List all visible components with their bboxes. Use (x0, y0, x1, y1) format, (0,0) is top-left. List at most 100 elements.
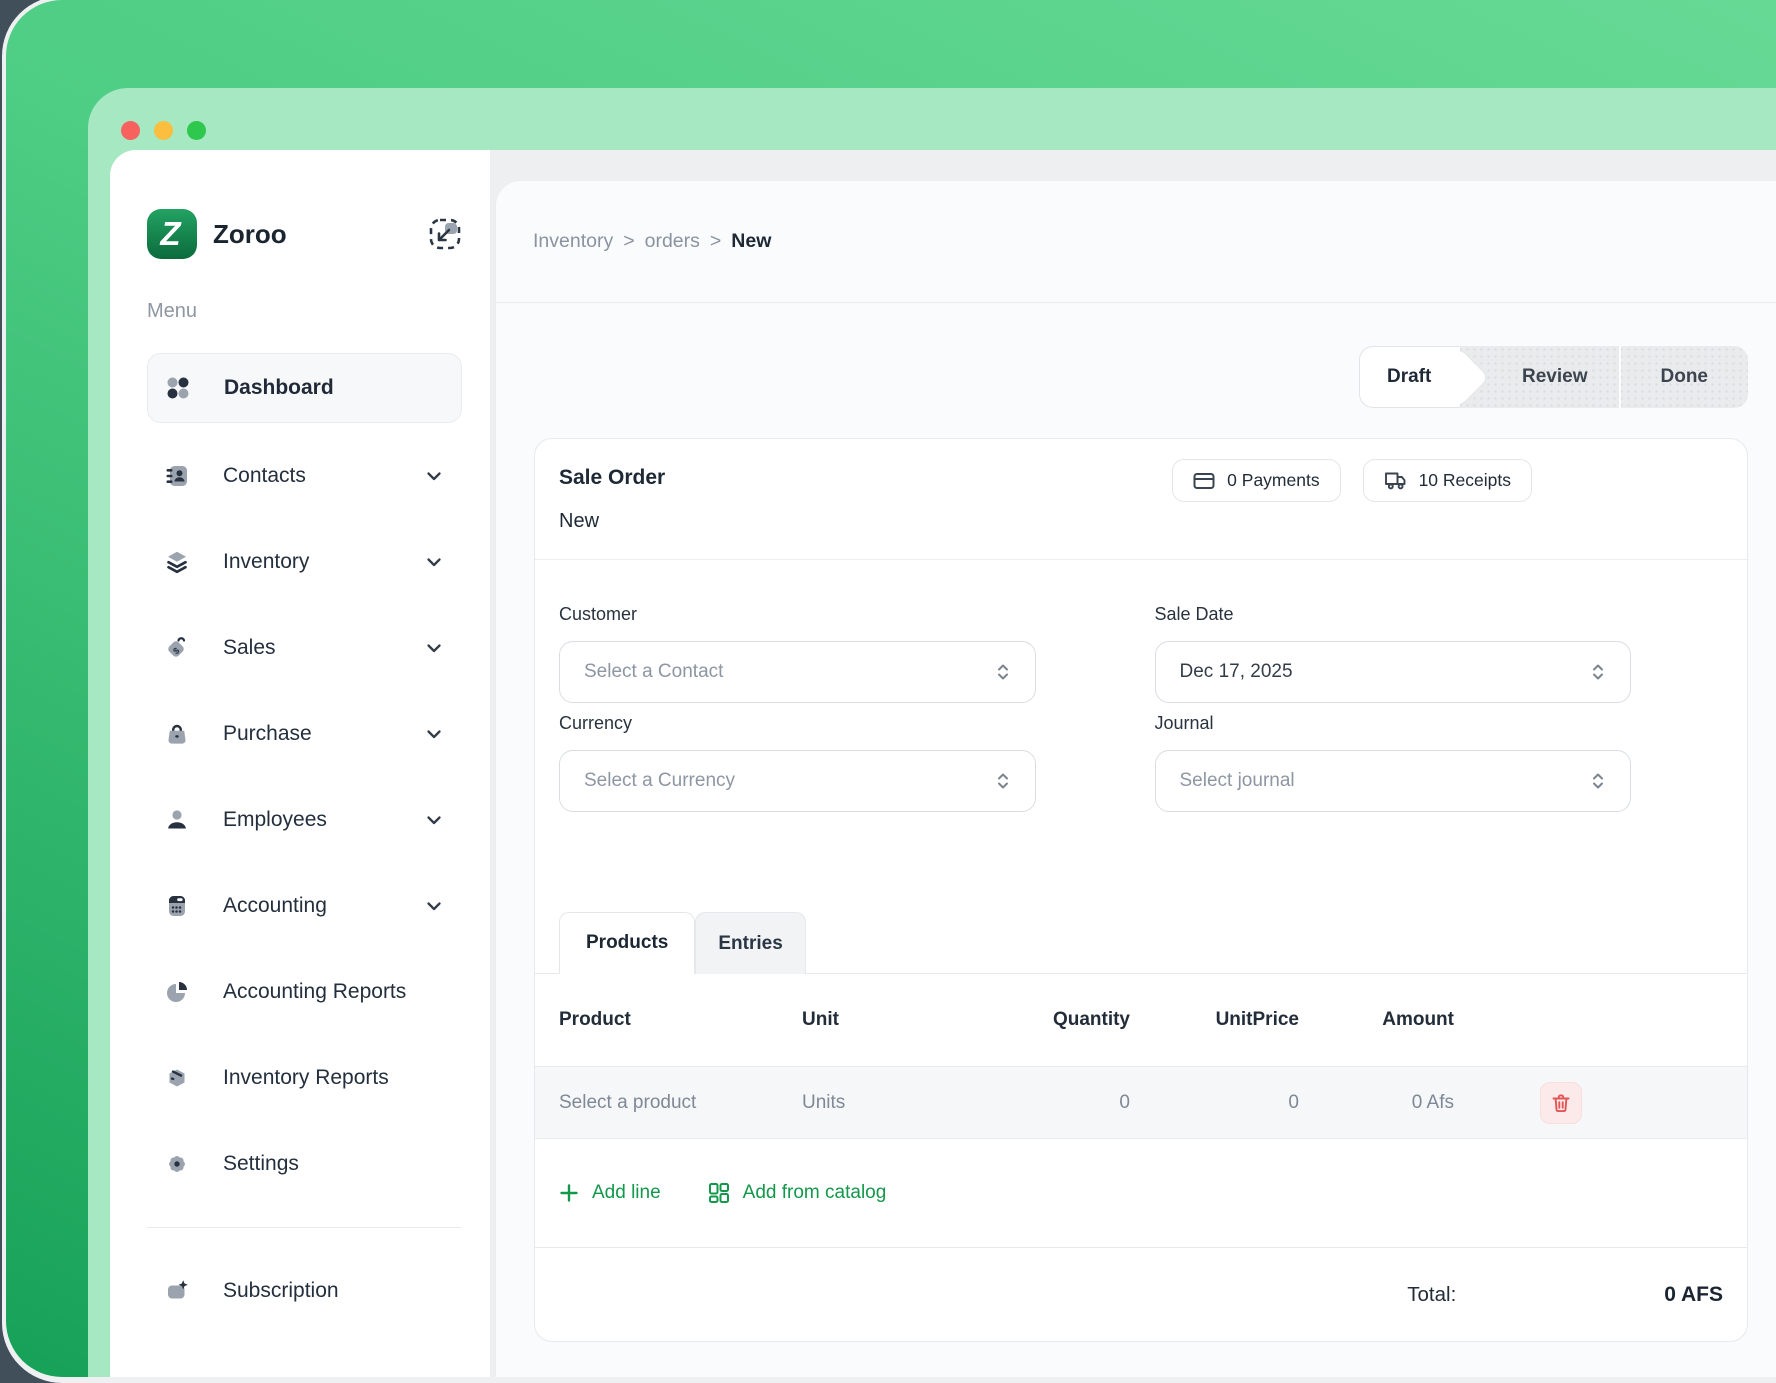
sidebar-item-label: Employees (223, 808, 327, 831)
collapse-sidebar-icon[interactable] (428, 217, 462, 251)
chevron-down-icon (424, 466, 444, 486)
customer-placeholder: Select a Contact (584, 661, 724, 682)
amount-cell: 0 Afs (1411, 1091, 1454, 1113)
contacts-book-icon (165, 464, 189, 488)
sidebar-item-subscription[interactable]: Subscription (147, 1262, 462, 1320)
sidebar-item-dashboard[interactable]: Dashboard (147, 353, 462, 423)
sidebar-item-inventory[interactable]: Inventory (147, 533, 462, 591)
sidebar-item-label: Inventory (223, 550, 310, 573)
receipts-button-label: 10 Receipts (1418, 470, 1511, 490)
brand-row: Z Zoroo (147, 208, 462, 260)
breadcrumb-bar: Inventory > orders > New (496, 181, 1776, 303)
step-review[interactable]: Review (1522, 366, 1588, 387)
sidebar-item-employees[interactable]: Employees (147, 791, 462, 849)
unit-cell[interactable]: Units (802, 1091, 846, 1113)
journal-select[interactable]: Select journal (1154, 750, 1631, 812)
pie-chart-icon (165, 980, 189, 1004)
add-from-catalog-label: Add from catalog (742, 1182, 887, 1203)
subscription-card-icon (165, 1279, 189, 1303)
payments-button[interactable]: 0 Payments (1172, 459, 1341, 502)
chevron-down-icon (424, 896, 444, 916)
quantity-cell[interactable]: 0 (1119, 1091, 1130, 1113)
lines-tabs: Products Entries (535, 912, 1747, 974)
product-select-cell[interactable]: Select a product (559, 1091, 697, 1113)
status-stepper: Draft Review Done (1359, 346, 1748, 408)
chevron-up-down-icon (991, 660, 1015, 684)
chevron-down-icon (424, 552, 444, 572)
stepper-row: Draft Review Done (534, 346, 1748, 408)
chevron-up-down-icon (1586, 769, 1610, 793)
chevron-down-icon (424, 810, 444, 830)
sale-order-card: Sale Order New (534, 438, 1748, 1342)
payments-button-label: 0 Payments (1227, 470, 1320, 490)
breadcrumb-item-inventory[interactable]: Inventory (533, 230, 614, 252)
dashboard-grid-icon (166, 376, 190, 400)
menu-section-label: Menu (147, 300, 198, 322)
credit-card-icon (1193, 470, 1215, 492)
sidebar-item-sales[interactable]: $ Sales (147, 619, 462, 677)
journal-placeholder: Select journal (1179, 770, 1295, 791)
delete-line-button[interactable] (1540, 1081, 1582, 1124)
sidebar-item-label: Settings (223, 1152, 299, 1175)
unitprice-cell[interactable]: 0 (1288, 1091, 1299, 1113)
step-draft[interactable]: Draft (1359, 346, 1460, 408)
maximize-window-button[interactable] (187, 121, 206, 140)
main-area: Inventory > orders > New Draft Review (490, 150, 1776, 1377)
sidebar-nav: Dashboard Contacts (147, 353, 462, 1320)
col-quantity: Quantity (1052, 1009, 1130, 1030)
sale-date-value: Dec 17, 2025 (1179, 661, 1293, 682)
truck-icon (1384, 469, 1407, 492)
chevron-up-down-icon (991, 769, 1015, 793)
chevron-up-down-icon (1586, 660, 1610, 684)
sidebar-item-accounting[interactable]: Accounting (147, 877, 462, 935)
journal-field-group: Journal Select journal (1154, 713, 1631, 812)
step-done[interactable]: Done (1618, 346, 1749, 408)
person-icon (165, 808, 189, 832)
breadcrumb-item-orders[interactable]: orders (644, 230, 700, 252)
sidebar-divider (147, 1227, 462, 1228)
col-unit: Unit (802, 1009, 839, 1030)
sidebar-item-purchase[interactable]: Purchase (147, 705, 462, 763)
sidebar-item-inventory-reports[interactable]: Inventory Reports (147, 1049, 462, 1107)
sidebar-item-label: Subscription (223, 1279, 339, 1302)
catalog-grid-icon (708, 1182, 730, 1204)
sidebar-item-accounting-reports[interactable]: Accounting Reports (147, 963, 462, 1021)
tab-products[interactable]: Products (559, 912, 696, 974)
app-window: Z Zoroo Menu (110, 150, 1776, 1377)
sidebar-item-contacts[interactable]: Contacts (147, 447, 462, 505)
sale-date-label: Sale Date (1154, 604, 1234, 624)
stepper-rest: Review Done (1491, 346, 1748, 408)
tab-entries[interactable]: Entries (695, 912, 806, 974)
order-form: Customer Select a Contact Sale Date (535, 560, 1747, 812)
breadcrumb-separator: > (623, 230, 635, 252)
sidebar-item-label: Contacts (223, 464, 306, 487)
box-icon (165, 1066, 189, 1090)
sidebar-item-label: Dashboard (224, 376, 334, 399)
main-panel: Inventory > orders > New Draft Review (495, 180, 1776, 1377)
total-label: Total: (1407, 1282, 1457, 1306)
receipts-button[interactable]: 10 Receipts (1362, 459, 1532, 502)
brand-name: Zoroo (213, 218, 287, 249)
order-page: Draft Review Done Sale Order New (496, 303, 1776, 1377)
calculator-icon (165, 894, 189, 918)
traffic-lights (121, 121, 206, 140)
close-window-button[interactable] (121, 121, 140, 140)
currency-select[interactable]: Select a Currency (559, 750, 1036, 812)
table-header: Product Unit Quantity UnitPrice Amount (535, 974, 1747, 1066)
add-line-button[interactable]: Add line (559, 1182, 661, 1204)
svg-text:$: $ (171, 645, 181, 656)
page-title: Sale Order (559, 466, 666, 489)
sidebar-item-label: Inventory Reports (223, 1066, 389, 1089)
table-actions: Add line (535, 1139, 1747, 1248)
sidebar-item-label: Sales (223, 636, 276, 659)
add-from-catalog-button[interactable]: Add from catalog (708, 1182, 887, 1204)
layers-icon (165, 550, 189, 574)
breadcrumb-item-current: New (731, 230, 772, 252)
sale-date-select[interactable]: Dec 17, 2025 (1154, 641, 1631, 703)
sidebar-item-label: Accounting (223, 894, 327, 917)
sidebar-item-label: Accounting Reports (223, 980, 407, 1003)
customer-select[interactable]: Select a Contact (559, 641, 1036, 703)
sidebar-item-settings[interactable]: Settings (147, 1135, 462, 1193)
minimize-window-button[interactable] (154, 121, 173, 140)
